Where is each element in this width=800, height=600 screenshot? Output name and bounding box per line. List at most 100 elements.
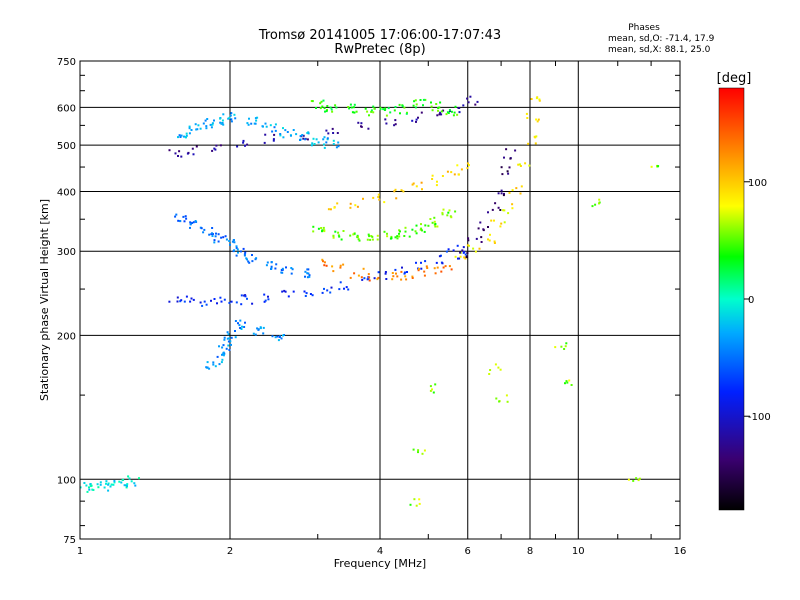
echo-point (440, 110, 443, 113)
echo-point (392, 275, 395, 278)
echo-point (214, 235, 217, 238)
y-axis-ticks: 75 100 200 300 400 500 600 750 (57, 57, 680, 546)
echo-point (327, 132, 330, 135)
echo-point (255, 257, 258, 260)
echo-point (560, 345, 563, 348)
echo-point (230, 120, 233, 123)
echo-point (305, 292, 308, 295)
echo-point (230, 343, 232, 346)
echo-point (267, 298, 270, 301)
echo-point (415, 103, 418, 106)
echo-point (384, 272, 387, 275)
echo-point (205, 127, 208, 130)
echo-point (291, 268, 294, 271)
echo-point (337, 231, 340, 234)
echo-point (194, 123, 197, 126)
echo-point (627, 478, 630, 481)
echo-point (394, 123, 397, 126)
plot-frame (79, 60, 681, 540)
echo-point (502, 194, 505, 197)
echo-point (425, 265, 428, 268)
echo-point (77, 487, 79, 489)
echo-point (505, 148, 508, 151)
echo-point (299, 139, 301, 141)
echo-point (311, 100, 314, 103)
echo-point (438, 255, 441, 258)
echo-point (423, 449, 426, 452)
echo-point (591, 205, 594, 208)
echo-point (91, 488, 94, 491)
echo-point (270, 261, 273, 264)
echo-point (317, 227, 320, 230)
echo-point (422, 104, 424, 107)
echo-point (360, 122, 363, 125)
echo-point (279, 133, 282, 135)
echo-point (395, 272, 397, 275)
echo-point (177, 136, 179, 139)
echo-point (594, 203, 597, 206)
echo-point (339, 281, 342, 284)
echo-point (598, 198, 601, 201)
y-tick-label: 300 (57, 247, 76, 258)
echo-point (429, 385, 432, 388)
echo-point (457, 107, 460, 109)
echo-point (280, 269, 283, 271)
echo-point (499, 209, 502, 211)
echo-point (489, 233, 491, 236)
echo-point (566, 381, 569, 384)
echo-point (120, 481, 123, 484)
echo-point (235, 246, 238, 249)
echo-point (176, 296, 179, 299)
echo-point (311, 142, 314, 145)
echo-point (352, 106, 355, 109)
echo-point (408, 235, 411, 238)
echo-point (345, 286, 348, 289)
echo-point (367, 273, 370, 276)
echo-point (107, 483, 110, 486)
echo-point (351, 111, 354, 114)
echo-point (303, 290, 306, 293)
echo-point (250, 122, 253, 125)
phases-o-stats: mean, sd,O: -71.4, 17.9 (608, 34, 715, 44)
echo-point (384, 271, 387, 273)
echo-point (188, 125, 191, 128)
echo-point (524, 162, 527, 165)
echo-point (441, 175, 444, 177)
echo-point (480, 241, 483, 243)
echo-point (368, 114, 370, 117)
echo-point (360, 125, 363, 128)
echo-point (80, 486, 82, 489)
echo-point (469, 95, 472, 98)
echo-point (310, 144, 313, 147)
echo-point (403, 272, 406, 275)
echo-point (379, 108, 382, 111)
echo-point (321, 229, 324, 232)
echo-point (508, 191, 511, 194)
echo-point (274, 336, 277, 339)
echo-point (83, 482, 86, 484)
x-axis-ticks: 1 2 4 6 8 10 16 (77, 61, 686, 557)
echo-point (255, 119, 258, 122)
echo-point (230, 118, 233, 121)
echo-point (264, 133, 267, 136)
echo-point (276, 335, 279, 338)
y-tick-label: 500 (57, 141, 76, 152)
echo-point (284, 129, 287, 132)
echo-point (88, 488, 91, 491)
y-tick-label: 600 (57, 103, 76, 114)
echo-point (242, 139, 245, 142)
echo-point (190, 297, 193, 300)
echo-point (347, 106, 350, 108)
echo-point (323, 261, 326, 264)
echo-point (369, 238, 372, 241)
echo-point (511, 189, 514, 192)
echo-point (468, 244, 470, 247)
echo-point (277, 339, 280, 342)
echo-point (417, 269, 420, 272)
echo-point (211, 235, 214, 237)
echo-point (565, 380, 568, 383)
echo-point (109, 485, 112, 488)
colorbar-ticks: 100 0 -100 (744, 178, 771, 423)
echo-point (219, 121, 222, 124)
echo-point (433, 220, 436, 223)
